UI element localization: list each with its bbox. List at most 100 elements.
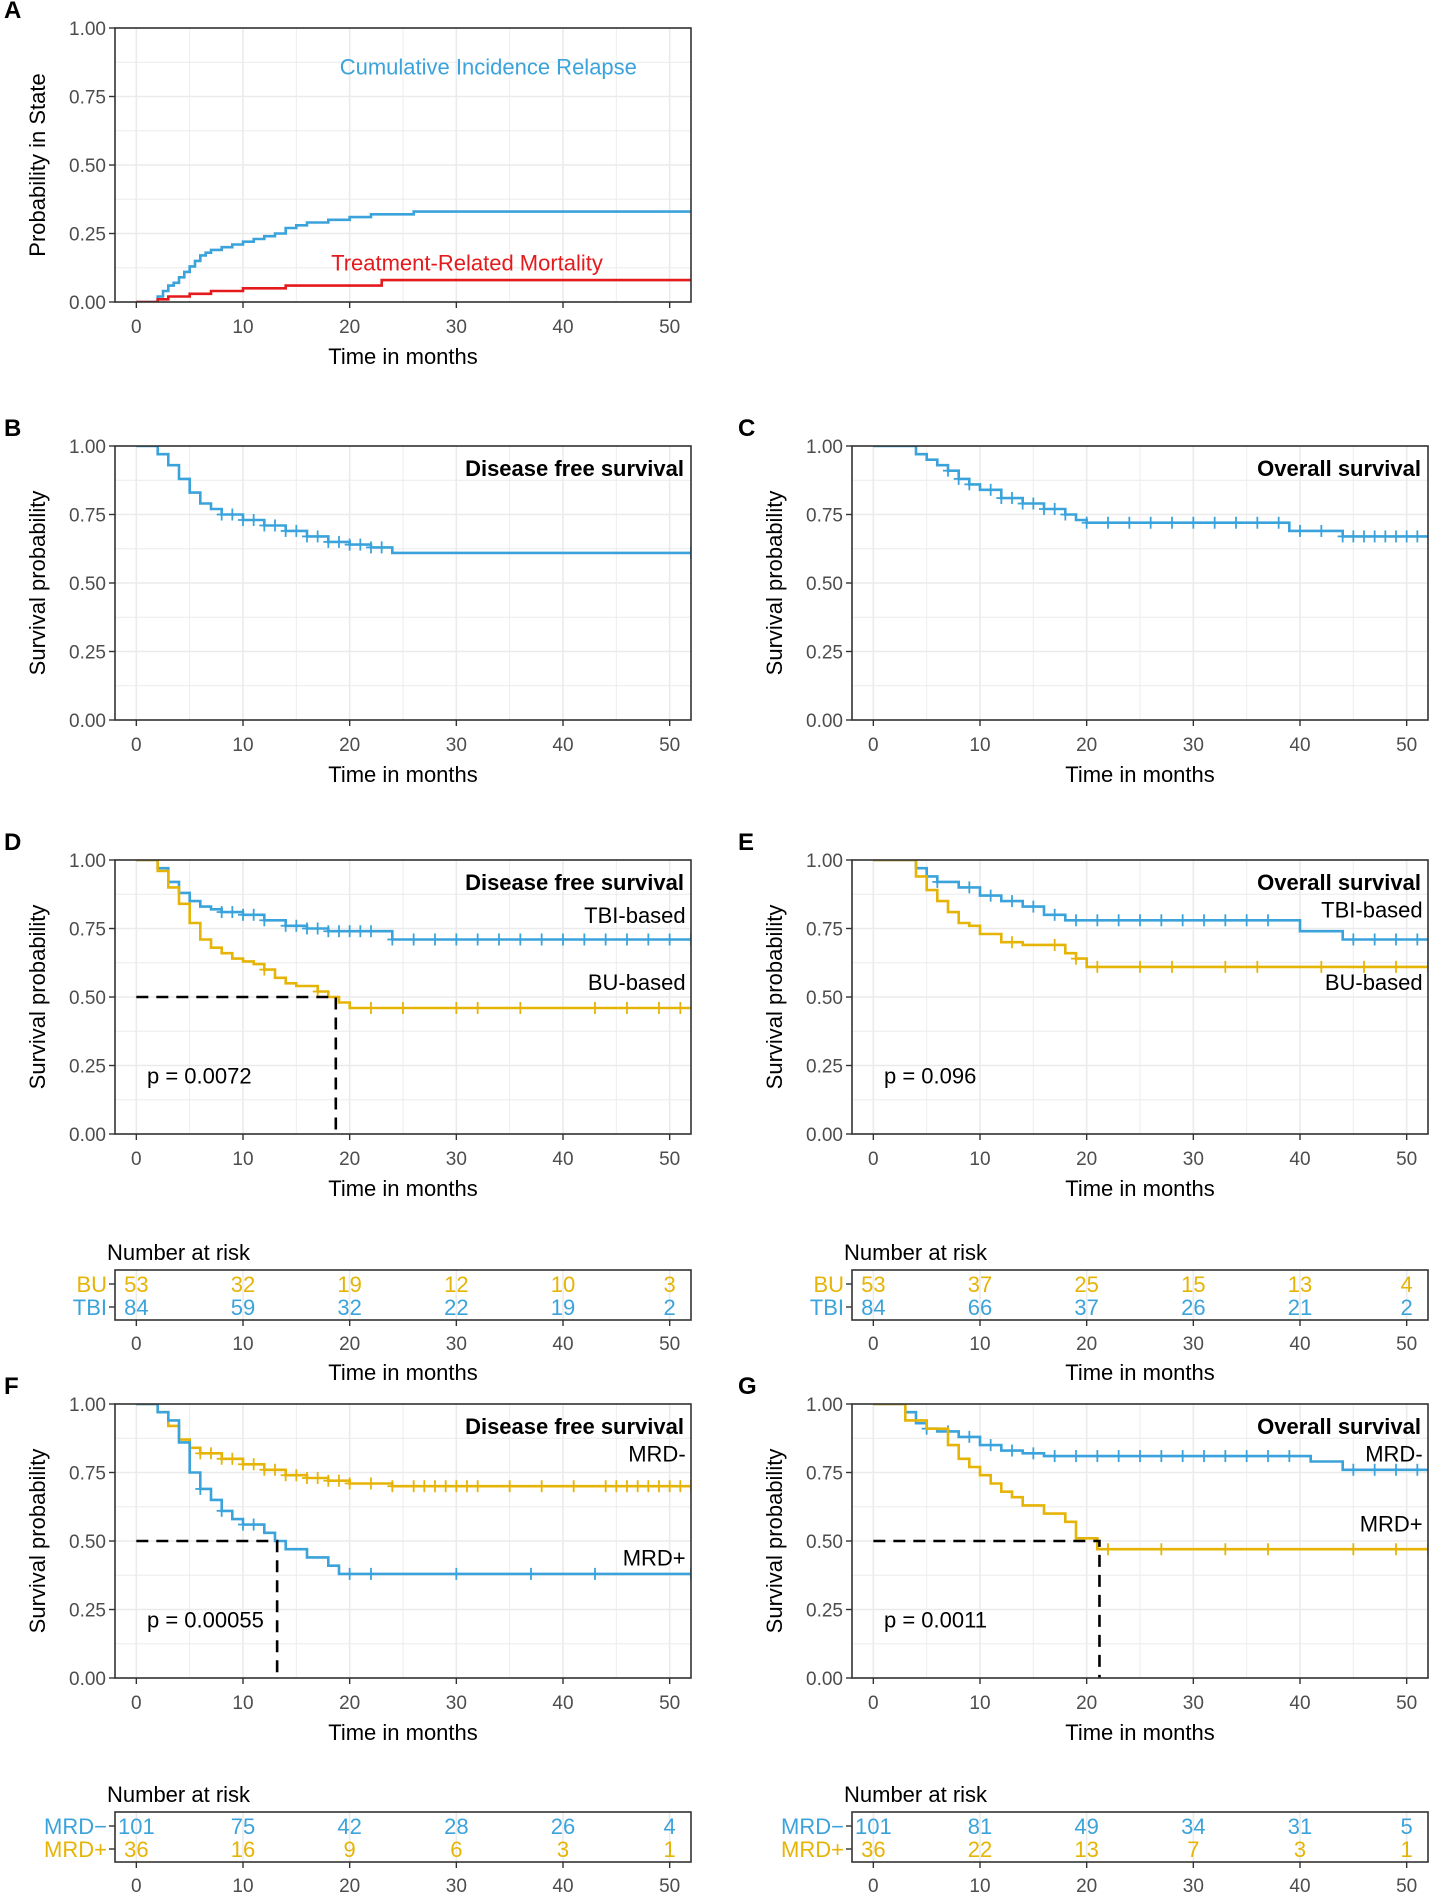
x-tick-label: 20 — [1076, 1149, 1097, 1170]
risk-value: 42 — [337, 1814, 361, 1839]
x-tick-label: 10 — [969, 1693, 990, 1714]
p-value: p = 0.0072 — [147, 1063, 252, 1088]
x-tick-label: 40 — [552, 317, 573, 338]
series-label: MRD- — [628, 1442, 685, 1467]
risk-row-label: TBI — [73, 1295, 107, 1320]
p-value: p = 0.0011 — [884, 1607, 987, 1632]
risk-value: 34 — [1181, 1814, 1205, 1839]
risk-value: 3 — [557, 1837, 569, 1862]
x-tick-label: 20 — [339, 735, 360, 756]
risk-value: 36 — [861, 1837, 885, 1862]
risk-value: 5 — [1401, 1814, 1413, 1839]
y-tick-label: 0.00 — [806, 711, 843, 732]
risk-value: 13 — [1288, 1272, 1312, 1297]
panel-b: B 0.00 0.25 0.50 0.75 1.00 0 10 20 30 40 50 Time in … — [4, 415, 692, 787]
risk-frame — [851, 1269, 1429, 1321]
y-tick-label: 0.50 — [806, 574, 843, 595]
y-axis-label: Survival probability — [762, 905, 787, 1090]
risk-x-tick-label: 40 — [1289, 1334, 1310, 1355]
plot-frame — [851, 859, 1429, 1135]
risk-x-tick-label: 40 — [1289, 1876, 1310, 1897]
risk-x-tick-label: 20 — [1076, 1876, 1097, 1897]
panel-letter: A — [4, 0, 21, 24]
x-tick-label: 0 — [131, 735, 142, 756]
x-tick-label: 40 — [1289, 1693, 1310, 1714]
risk-value: 21 — [1288, 1295, 1312, 1320]
risk-value: 3 — [1294, 1837, 1306, 1862]
risk-value: 66 — [968, 1295, 992, 1320]
panel-title: Overall survival — [1257, 870, 1421, 895]
x-axis-label: Time in months — [1065, 762, 1215, 787]
x-tick-label: 20 — [339, 317, 360, 338]
plot-area — [873, 446, 1428, 543]
series-line-0 — [873, 1404, 1428, 1472]
x-tick-label: 50 — [1396, 1693, 1417, 1714]
x-axis-label: Time in months — [1065, 1176, 1215, 1201]
y-tick-label: 1.00 — [69, 19, 106, 40]
x-tick-label: 50 — [1396, 1149, 1417, 1170]
risk-x-tick-label: 20 — [1076, 1334, 1097, 1355]
risk-x-tick-label: 10 — [969, 1876, 990, 1897]
risk-value: 19 — [337, 1272, 361, 1297]
panel-a: A 0.00 0.25 0.50 0.75 1.00 0 10 20 30 40 50 Time in … — [4, 0, 692, 369]
y-tick-label: 0.75 — [69, 1464, 106, 1485]
risk-value: 84 — [124, 1295, 148, 1320]
risk-x-tick-label: 10 — [969, 1334, 990, 1355]
risk-x-tick-label: 30 — [1183, 1876, 1204, 1897]
plot-area — [136, 1404, 691, 1580]
panel-letter: D — [4, 829, 21, 856]
plot-frame — [114, 859, 692, 1135]
y-tick-label: 0.50 — [806, 988, 843, 1009]
risk-x-tick-label: 10 — [232, 1876, 253, 1897]
risk-value: 7 — [1187, 1837, 1199, 1862]
risk-value: 16 — [231, 1837, 255, 1862]
y-axis-label: Survival probability — [25, 1449, 50, 1634]
risk-value: 22 — [444, 1295, 468, 1320]
y-tick-label: 0.75 — [806, 1464, 843, 1485]
risk-value: 1 — [1401, 1837, 1413, 1862]
risk-x-tick-label: 0 — [868, 1876, 879, 1897]
x-tick-label: 30 — [446, 1693, 467, 1714]
risk-value: 31 — [1288, 1814, 1312, 1839]
y-axis-label: Probability in State — [25, 73, 50, 256]
risk-grid — [135, 1270, 671, 1320]
plot-area — [136, 446, 691, 559]
plot-area — [136, 860, 691, 1014]
risk-grid — [135, 1812, 671, 1862]
median-line — [136, 995, 338, 1134]
series-label: MRD- — [1365, 1442, 1422, 1467]
risk-row-label: MRD+ — [781, 1837, 844, 1862]
risk-frame — [114, 1269, 692, 1321]
risk-value: 2 — [664, 1295, 676, 1320]
y-tick-label: 0.75 — [69, 506, 106, 527]
risk-value: 26 — [1181, 1295, 1205, 1320]
x-tick-label: 50 — [659, 1149, 680, 1170]
panel-title: Disease free survival — [465, 1414, 684, 1439]
risk-x-tick-label: 50 — [659, 1876, 680, 1897]
x-axis-label: Time in months — [328, 1720, 478, 1745]
y-axis-label: Survival probability — [762, 491, 787, 676]
y-tick-label: 0.25 — [806, 643, 843, 664]
risk-value: 53 — [861, 1272, 885, 1297]
risk-value: 13 — [1074, 1837, 1098, 1862]
plot-frame — [851, 445, 1429, 721]
x-tick-label: 30 — [446, 317, 467, 338]
y-tick-label: 0.25 — [806, 1057, 843, 1078]
y-tick-label: 0.50 — [69, 988, 106, 1009]
x-tick-label: 0 — [868, 1149, 879, 1170]
panel-title: Disease free survival — [465, 870, 684, 895]
x-tick-label: 0 — [868, 735, 879, 756]
x-tick-label: 40 — [1289, 1149, 1310, 1170]
y-tick-label: 0.25 — [69, 643, 106, 664]
series-label: Treatment-Related Mortality — [331, 250, 603, 275]
y-tick-label: 1.00 — [806, 437, 843, 458]
panel-letter: F — [4, 1373, 19, 1400]
y-tick-label: 0.00 — [69, 711, 106, 732]
risk-x-tick-label: 20 — [339, 1334, 360, 1355]
x-tick-label: 0 — [131, 317, 142, 338]
series-line-1 — [873, 1404, 1428, 1551]
